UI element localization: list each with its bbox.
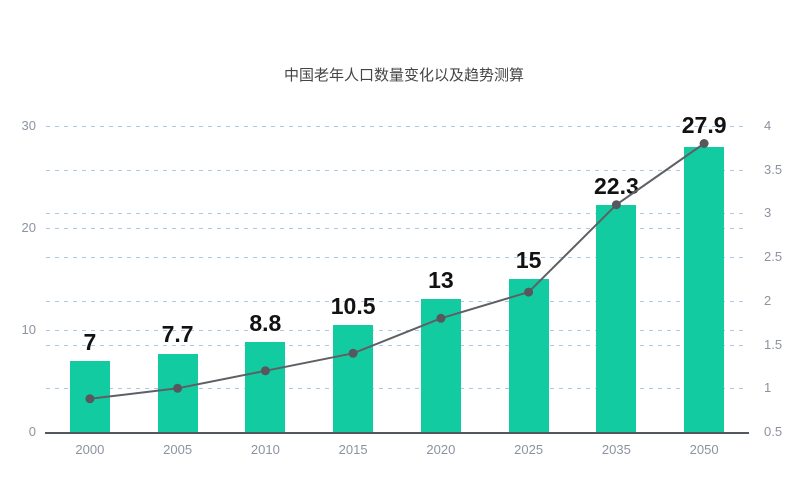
line-point-2050[interactable] (699, 139, 709, 148)
grid-line (46, 345, 748, 346)
y-axis-right-tick-label: 4 (764, 118, 772, 133)
x-axis-line (45, 432, 749, 434)
x-axis-tick-label-2020: 2020 (426, 442, 456, 457)
x-axis-tick-label-2050: 2050 (689, 442, 719, 457)
y-axis-right-tick-label: 3.5 (764, 161, 783, 177)
y-axis-right-tick-label: 2.5 (764, 249, 783, 265)
y-axis-right-tick-label: 1.5 (764, 336, 783, 352)
bar-value-label: 7 (83, 328, 97, 355)
line-point-2035[interactable] (611, 200, 621, 210)
x-axis-tick-label-2000: 2000 (75, 442, 105, 457)
grid-line (46, 388, 748, 389)
x-axis-tick-label-2010: 2010 (250, 442, 280, 457)
bar-2035[interactable] (596, 204, 637, 432)
y-axis-right-tick-label: 2 (764, 292, 772, 308)
y-axis-right-tick-label: 1 (764, 380, 772, 396)
bar-value-label: 10.5 (330, 292, 376, 319)
y-axis-left-tick-label: 0 (28, 424, 36, 439)
grid-line (46, 213, 748, 214)
grid-line (46, 257, 748, 258)
bar-value-label: 8.8 (249, 310, 282, 337)
line-point-2025[interactable] (524, 287, 534, 297)
y-axis-left-tick-label: 20 (21, 220, 36, 235)
line-point-2010[interactable] (260, 366, 270, 376)
y-axis-left-tick-label: 30 (21, 118, 36, 133)
grid-line (46, 228, 748, 229)
bar-value-label: 7.7 (161, 321, 194, 348)
line-point-2015[interactable] (348, 348, 358, 358)
chart-title: 中国老年人口数量变化以及趋势测算 (283, 67, 524, 84)
trend-line-layer (85, 139, 709, 404)
grid-line (46, 126, 748, 127)
line-point-2000[interactable] (85, 394, 95, 404)
bar-2025[interactable] (508, 279, 549, 432)
bar-value-label: 13 (428, 267, 454, 294)
y-axis-right-tick-label: 0.5 (764, 424, 783, 439)
bar-2050[interactable] (684, 147, 725, 432)
grid-line (46, 170, 748, 171)
line-point-2020[interactable] (436, 313, 446, 323)
y-axis-left-tick-label: 10 (21, 322, 36, 337)
bar-value-label: 15 (515, 247, 542, 273)
bar-value-label: 27.9 (681, 111, 727, 138)
x-axis-tick-label-2005: 2005 (163, 442, 193, 457)
bar-2010[interactable] (245, 342, 286, 432)
trend-line (89, 142, 705, 400)
line-point-2005[interactable] (173, 383, 183, 393)
x-axis-tick-label-2025: 2025 (514, 442, 544, 457)
y-axis-right-tick-label: 3 (764, 205, 772, 221)
grid-line (46, 301, 748, 302)
x-axis-tick-label-2035: 2035 (601, 442, 631, 457)
x-axis-tick-label-2015: 2015 (338, 442, 368, 457)
bar-2015[interactable] (333, 324, 374, 432)
grid-line (46, 330, 748, 331)
plot-area: 7 7.7 8.8 10.5 13 15 22.3 27.9 (46, 113, 748, 432)
